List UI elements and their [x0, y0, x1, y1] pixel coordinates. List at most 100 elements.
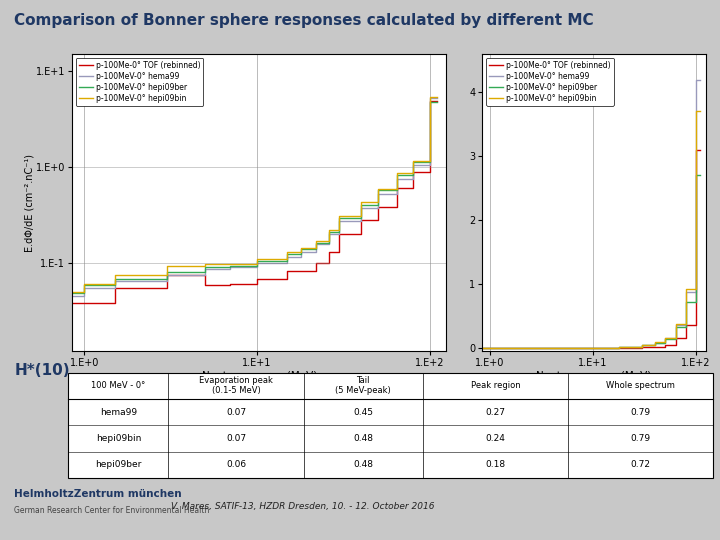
p-100MeV-0° hepi09ber	[615, 344, 624, 350]
p-100Me-0° TOF (rebinned)	[80, 300, 89, 306]
p-100MeV-0° hepi09ber	[409, 159, 418, 165]
p-100MeV-0° hepi09bin	[547, 345, 556, 351]
p-100MeV-0° hema99	[681, 322, 690, 329]
p-100Me-0° TOF (rebinned)	[615, 345, 624, 351]
p-100MeV-0° hepi09ber	[297, 246, 305, 253]
p-100MeV-0° hema99	[433, 95, 441, 102]
p-100Me-0° TOF (rebinned)	[356, 217, 365, 223]
p-100MeV-0° hema99	[226, 266, 235, 273]
p-100MeV-0° hepi09ber	[236, 262, 245, 269]
p-100MeV-0° hema99	[596, 345, 605, 351]
p-100Me-0° TOF (rebinned)	[80, 300, 89, 306]
Text: 0.72: 0.72	[630, 460, 650, 469]
p-100MeV-0° hepi09ber	[393, 171, 402, 178]
p-100MeV-0° hepi09ber	[631, 343, 639, 350]
p-100MeV-0° hepi09bin	[266, 255, 275, 262]
p-100MeV-0° hepi09ber	[324, 228, 333, 235]
p-100Me-0° TOF (rebinned)	[132, 285, 140, 291]
p-100MeV-0° hepi09ber	[201, 264, 210, 271]
p-100MeV-0° hepi09ber	[637, 343, 646, 350]
p-100MeV-0° hema99	[516, 345, 525, 351]
p-100MeV-0° hema99	[588, 345, 597, 351]
p-100MeV-0° hepi09bin	[393, 170, 402, 176]
p-100MeV-0° hema99	[110, 278, 119, 284]
p-100MeV-0° hema99	[691, 76, 700, 83]
p-100Me-0° TOF (rebinned)	[297, 268, 305, 274]
p-100MeV-0° hepi09ber	[588, 345, 597, 351]
p-100MeV-0° hepi09ber	[215, 264, 223, 271]
p-100MeV-0° hema99	[615, 345, 624, 351]
p-100Me-0° TOF (rebinned)	[374, 204, 382, 210]
p-100MeV-0° hepi09ber	[53, 290, 62, 296]
p-100MeV-0° hepi09bin	[201, 260, 210, 267]
p-100MeV-0° hepi09ber	[374, 202, 382, 208]
p-100MeV-0° hepi09bin	[572, 345, 581, 351]
p-100MeV-0° hema99	[215, 266, 223, 273]
p-100MeV-0° hema99	[606, 345, 615, 351]
p-100MeV-0° hepi09ber	[132, 275, 140, 282]
p-100Me-0° TOF (rebinned)	[606, 345, 615, 351]
Text: hepi09ber: hepi09ber	[95, 460, 142, 469]
p-100MeV-0° hepi09ber	[162, 275, 171, 282]
p-100Me-0° TOF (rebinned)	[132, 285, 140, 291]
p-100Me-0° TOF (rebinned)	[578, 345, 587, 351]
Text: Peak region: Peak region	[470, 381, 520, 390]
p-100Me-0° TOF (rebinned)	[691, 146, 700, 153]
p-100Me-0° TOF (rebinned)	[335, 248, 343, 255]
p-100MeV-0° hema99	[696, 76, 704, 83]
p-100Me-0° TOF (rebinned)	[572, 345, 581, 351]
p-100MeV-0° hepi09ber	[637, 342, 646, 348]
p-100MeV-0° hepi09bin	[696, 108, 704, 114]
p-100MeV-0° hema99	[650, 342, 659, 348]
p-100Me-0° TOF (rebinned)	[426, 169, 434, 176]
p-100MeV-0° hepi09bin	[266, 255, 275, 262]
p-100MeV-0° hepi09ber	[80, 282, 89, 288]
p-100Me-0° TOF (rebinned)	[469, 345, 478, 351]
p-100MeV-0° hema99	[184, 272, 192, 278]
Line: p-100Me-0° TOF (rebinned): p-100Me-0° TOF (rebinned)	[459, 150, 700, 348]
p-100Me-0° TOF (rebinned)	[110, 300, 119, 306]
p-100Me-0° TOF (rebinned)	[650, 344, 659, 350]
p-100MeV-0° hepi09ber	[572, 345, 581, 351]
p-100MeV-0° hema99	[266, 259, 275, 266]
p-100MeV-0° hema99	[312, 248, 320, 255]
p-100MeV-0° hepi09bin	[374, 186, 382, 192]
p-100MeV-0° hepi09bin	[606, 345, 615, 351]
p-100Me-0° TOF (rebinned)	[110, 285, 119, 291]
p-100MeV-0° hepi09bin	[485, 345, 494, 351]
p-100MeV-0° hepi09bin	[615, 345, 624, 351]
p-100MeV-0° hepi09ber	[374, 187, 382, 193]
Legend: p-100Me-0° TOF (rebinned), p-100MeV-0° hema99, p-100MeV-0° hepi09ber, p-100MeV-0: p-100Me-0° TOF (rebinned), p-100MeV-0° h…	[486, 58, 613, 106]
p-100MeV-0° hepi09ber	[80, 290, 89, 296]
p-100Me-0° TOF (rebinned)	[409, 169, 418, 176]
p-100MeV-0° hepi09bin	[469, 345, 478, 351]
p-100MeV-0° hema99	[80, 293, 89, 299]
p-100MeV-0° hepi09bin	[631, 344, 639, 350]
p-100MeV-0° hepi09bin	[53, 288, 62, 295]
p-100MeV-0° hepi09bin	[485, 345, 494, 351]
p-100MeV-0° hepi09bin	[162, 272, 171, 278]
Line: p-100MeV-0° hepi09bin: p-100MeV-0° hepi09bin	[459, 111, 700, 348]
p-100Me-0° TOF (rebinned)	[184, 272, 192, 278]
p-100MeV-0° hepi09ber	[184, 269, 192, 275]
Line: p-100MeV-0° hepi09ber: p-100MeV-0° hepi09ber	[459, 176, 700, 348]
p-100Me-0° TOF (rebinned)	[28, 300, 37, 306]
p-100MeV-0° hepi09ber	[53, 290, 62, 296]
p-100MeV-0° hepi09ber	[324, 239, 333, 246]
p-100Me-0° TOF (rebinned)	[226, 282, 235, 288]
p-100Me-0° TOF (rebinned)	[596, 345, 605, 351]
p-100MeV-0° hepi09bin	[215, 260, 223, 267]
p-100MeV-0° hepi09bin	[80, 281, 89, 287]
p-100Me-0° TOF (rebinned)	[426, 98, 434, 105]
p-100MeV-0° hepi09bin	[534, 345, 543, 351]
p-100MeV-0° hepi09ber	[110, 275, 119, 282]
Text: 0.79: 0.79	[630, 408, 650, 416]
p-100MeV-0° hepi09ber	[236, 262, 245, 269]
p-100MeV-0° hepi09bin	[162, 263, 171, 269]
p-100Me-0° TOF (rebinned)	[393, 204, 402, 210]
p-100MeV-0° hema99	[547, 345, 556, 351]
p-100MeV-0° hepi09ber	[691, 172, 700, 179]
p-100MeV-0° hepi09bin	[672, 320, 680, 327]
p-100MeV-0° hema99	[409, 176, 418, 182]
p-100MeV-0° hema99	[374, 205, 382, 212]
